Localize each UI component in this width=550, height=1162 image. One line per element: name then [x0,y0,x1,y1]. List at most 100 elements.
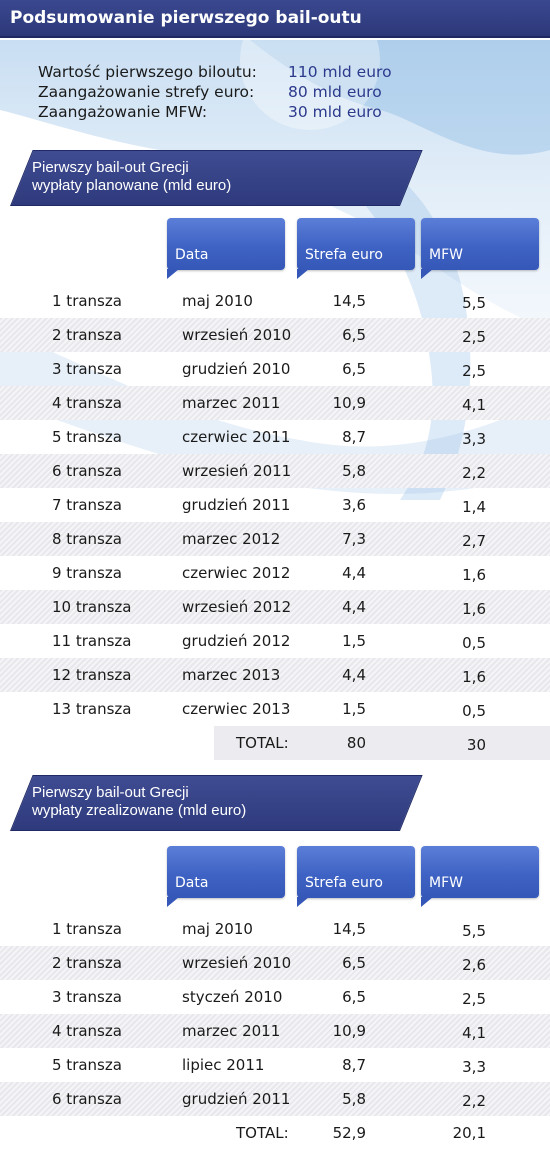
eurozone-cell: 3,6 [342,496,366,514]
total-imf: 30 [466,736,486,754]
column-header-date-label: Data [175,875,209,891]
tranche-cell: 9 transza [52,564,122,582]
table-row: 3 transza styczeń 2010 6,5 2,5 [0,980,550,1014]
table-row: 8 transza marzec 2012 7,3 2,7 [0,522,550,556]
summary-row: Zaangażowanie MFW: 30 mld euro [38,102,418,122]
table-row: 2 transza wrzesień 2010 6,5 2,5 [0,318,550,352]
date-cell: marzec 2011 [182,1022,281,1040]
imf-cell: 2,5 [462,990,486,1008]
date-cell: wrzesień 2012 [182,598,292,616]
tranche-cell: 12 transza [52,666,132,684]
imf-cell: 2,5 [462,362,486,380]
date-cell: lipiec 2011 [182,1056,265,1074]
tranche-cell: 3 transza [52,360,122,378]
planned-title-line2: wypłaty planowane (mld euro) [32,177,232,194]
imf-cell: 2,2 [462,1092,486,1110]
eurozone-cell: 6,5 [342,988,366,1006]
eurozone-cell: 5,8 [342,1090,366,1108]
total-label: TOTAL: [236,1124,289,1142]
date-cell: grudzień 2011 [182,1090,291,1108]
imf-cell: 2,2 [462,464,486,482]
date-cell: wrzesień 2010 [182,954,292,972]
imf-cell: 2,7 [462,532,486,550]
planned-total-row: TOTAL: 80 30 [214,726,550,760]
tranche-cell: 2 transza [52,954,122,972]
eurozone-cell: 14,5 [332,292,366,310]
realized-section-title: Pierwszy bail-out Grecji wypłaty zrealiz… [32,784,246,820]
imf-cell: 0,5 [462,702,486,720]
table-row: 6 transza grudzień 2011 5,8 2,2 [0,1082,550,1116]
imf-cell: 1,6 [462,600,486,618]
summary-row: Wartość pierwszego biloutu: 110 mld euro [38,62,418,82]
total-eurozone: 52,9 [332,1124,366,1142]
date-cell: marzec 2011 [182,394,281,412]
column-header-date: Data [167,846,285,907]
eurozone-cell: 6,5 [342,360,366,378]
table-row: 7 transza grudzień 2011 3,6 1,4 [0,488,550,522]
total-eurozone: 80 [346,734,366,752]
tranche-cell: 1 transza [52,920,122,938]
eurozone-cell: 4,4 [342,598,366,616]
eurozone-cell: 8,7 [342,428,366,446]
tranche-cell: 10 transza [52,598,132,616]
imf-cell: 5,5 [462,922,486,940]
date-cell: maj 2010 [182,920,253,938]
planned-title-line1: Pierwszy bail-out Grecji [32,159,189,176]
eurozone-cell: 10,9 [332,1022,366,1040]
realized-title-line1: Pierwszy bail-out Grecji [32,784,189,801]
summary-value: 30 mld euro [288,103,382,121]
imf-cell: 1,4 [462,498,486,516]
imf-cell: 4,1 [462,396,486,414]
date-cell: grudzień 2012 [182,632,291,650]
table-row: 13 transza czerwiec 2013 1,5 0,5 [0,692,550,726]
column-header-eurozone-label: Strefa euro [305,247,383,263]
table-row: 5 transza czerwiec 2011 8,7 3,3 [0,420,550,454]
eurozone-cell: 1,5 [342,700,366,718]
column-header-date-label: Data [175,247,209,263]
imf-cell: 3,3 [462,1058,486,1076]
table-row: 4 transza marzec 2011 10,9 4,1 [0,386,550,420]
realized-title-line2: wypłaty zrealizowane (mld euro) [32,802,247,819]
date-cell: grudzień 2011 [182,496,291,514]
imf-cell: 0,5 [462,634,486,652]
table-row: 5 transza lipiec 2011 8,7 3,3 [0,1048,550,1082]
eurozone-cell: 6,5 [342,326,366,344]
table-row: 2 transza wrzesień 2010 6,5 2,6 [0,946,550,980]
date-cell: styczeń 2010 [182,988,283,1006]
summary-label: Zaangażowanie strefy euro: [38,83,255,101]
date-cell: marzec 2013 [182,666,281,684]
eurozone-cell: 4,4 [342,666,366,684]
planned-section-title: Pierwszy bail-out Grecji wypłaty planowa… [32,159,231,195]
date-cell: wrzesień 2010 [182,326,292,344]
column-header-date: Data [167,218,285,279]
table-row: 11 transza grudzień 2012 1,5 0,5 [0,624,550,658]
tranche-cell: 3 transza [52,988,122,1006]
realized-total-row: TOTAL: 52,9 20,1 [214,1116,550,1150]
imf-cell: 1,6 [462,668,486,686]
imf-cell: 5,5 [462,294,486,312]
column-header-imf-label: MFW [429,247,463,263]
eurozone-cell: 4,4 [342,564,366,582]
column-header-eurozone: Strefa euro [297,218,415,279]
table-row: 4 transza marzec 2011 10,9 4,1 [0,1014,550,1048]
eurozone-cell: 6,5 [342,954,366,972]
tranche-cell: 4 transza [52,394,122,412]
imf-cell: 1,6 [462,566,486,584]
date-cell: czerwiec 2013 [182,700,291,718]
date-cell: grudzień 2010 [182,360,291,378]
summary-label: Zaangażowanie MFW: [38,103,208,121]
eurozone-cell: 10,9 [332,394,366,412]
tranche-cell: 6 transza [52,462,122,480]
tranche-cell: 13 transza [52,700,132,718]
tranche-cell: 5 transza [52,1056,122,1074]
summary-block: Wartość pierwszego biloutu: 110 mld euro… [38,62,418,122]
tranche-cell: 7 transza [52,496,122,514]
tranche-cell: 1 transza [52,292,122,310]
table-row: 3 transza grudzień 2010 6,5 2,5 [0,352,550,386]
imf-cell: 3,3 [462,430,486,448]
tranche-cell: 4 transza [52,1022,122,1040]
eurozone-cell: 7,3 [342,530,366,548]
table-row: 12 transza marzec 2013 4,4 1,6 [0,658,550,692]
imf-cell: 4,1 [462,1024,486,1042]
column-header-eurozone: Strefa euro [297,846,415,907]
